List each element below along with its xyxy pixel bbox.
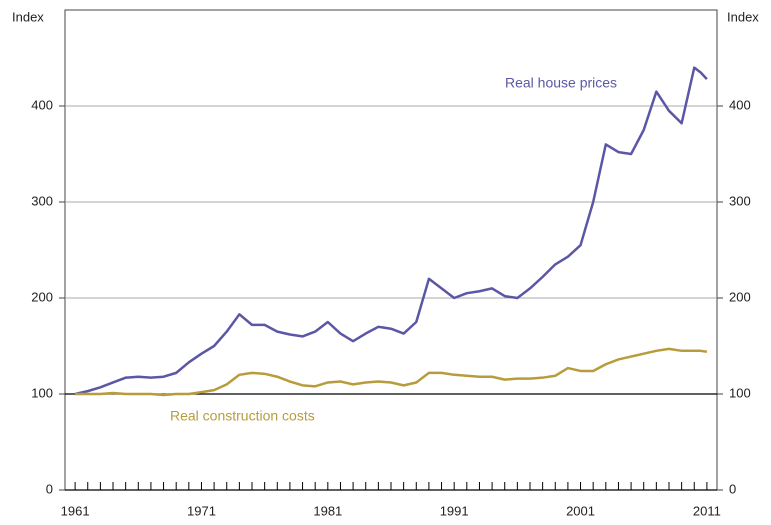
x-tick-label: 1971	[187, 503, 216, 518]
x-tick-label: 1961	[61, 503, 90, 518]
y-tick-label: 100	[31, 385, 53, 400]
y-tick-label: 300	[31, 193, 53, 208]
y2-tick-label: 100	[729, 385, 751, 400]
x-tick-label: 1991	[440, 503, 469, 518]
x-tick-label: 2001	[566, 503, 595, 518]
series-line	[75, 347, 708, 397]
y-tick-label: 200	[31, 289, 53, 304]
x-tick-label: 2011	[693, 503, 721, 518]
y2-tick-label: 200	[729, 289, 751, 304]
y-tick-label: 400	[31, 97, 53, 112]
series-label: Real house prices	[505, 75, 617, 91]
y2-tick-label: 400	[729, 97, 751, 112]
y-tick-label: 0	[46, 481, 53, 496]
y2-tick-label: 0	[729, 481, 736, 496]
series-label: Real construction costs	[170, 408, 315, 424]
plot-frame	[64, 9, 718, 491]
y2-tick-label: 300	[729, 193, 751, 208]
series-line	[74, 66, 708, 396]
y-axis-title: Index	[12, 9, 44, 24]
x-tick-label: 1981	[313, 503, 342, 518]
y2-axis-title: Index	[727, 9, 759, 24]
